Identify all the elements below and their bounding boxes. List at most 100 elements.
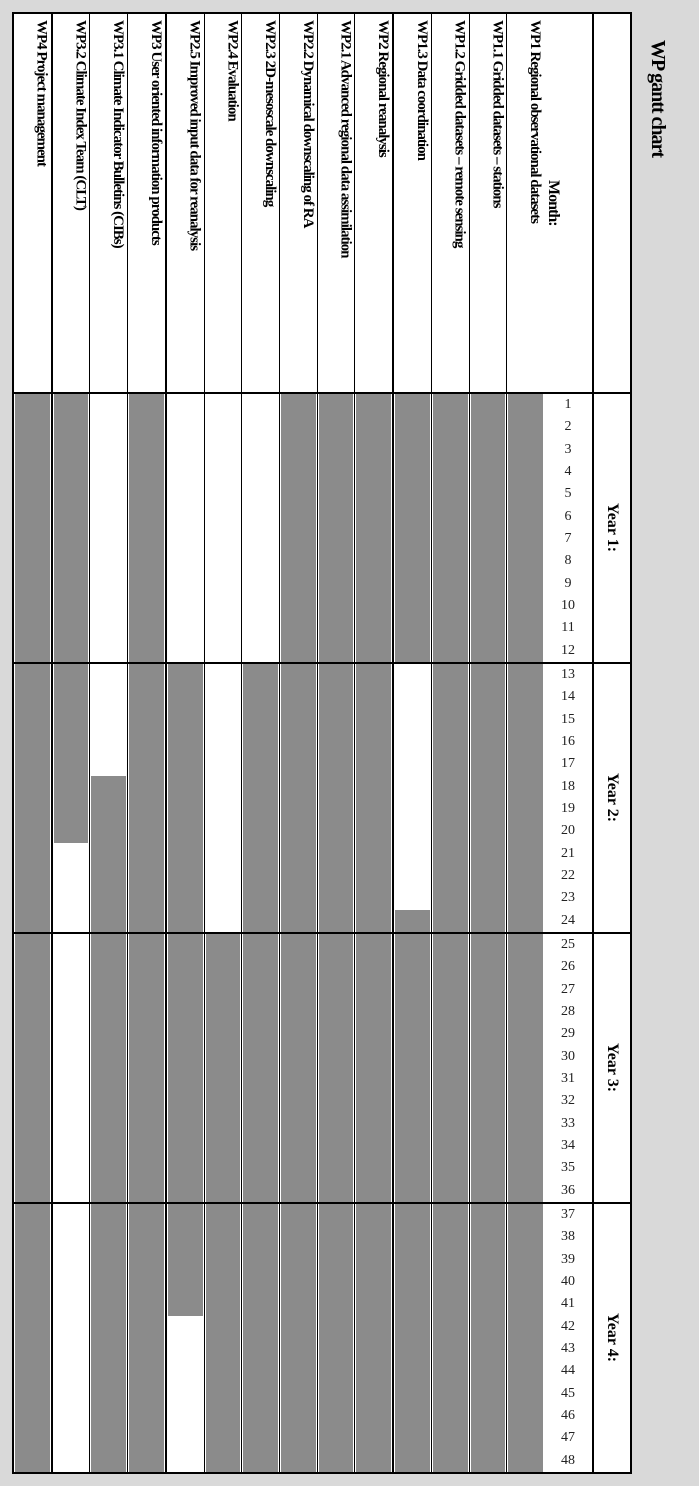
gantt-bar [129, 1204, 164, 1472]
year-label: Year 1: [594, 394, 630, 664]
gantt-bar [356, 664, 391, 932]
month-axis: Month: 123456789101112131415161718192021… [544, 14, 594, 1472]
gantt-bar [356, 934, 391, 1202]
month-number: 20 [544, 820, 592, 842]
gantt-bar [129, 394, 164, 662]
gantt-bar [319, 1204, 354, 1472]
task-label: WP3 User oriented information products [128, 14, 165, 394]
month-axis-label: Month: [544, 14, 562, 392]
gantt-bar [319, 934, 354, 1202]
gantt-bar [508, 934, 543, 1202]
task-label: WP1.3 Data coordination [394, 14, 431, 394]
task-column-wp11: WP1.1 Gridded datasets – stations [470, 14, 508, 1472]
task-label: WP3.2 Climate Index Team (CLT) [53, 14, 90, 394]
month-number: 9 [544, 573, 592, 595]
gantt-bar [15, 394, 50, 662]
gantt-bar [471, 664, 506, 932]
month-number: 8 [544, 550, 592, 572]
year-label: Year 3: [594, 934, 630, 1204]
month-number: 5 [544, 483, 592, 505]
gantt-bar [15, 664, 50, 932]
month-number: 13 [544, 664, 592, 686]
gantt-bar [129, 934, 164, 1202]
month-number: 6 [544, 506, 592, 528]
task-label: WP1.2 Gridded datasets – remote sensing [432, 14, 469, 394]
gantt-bar [15, 934, 50, 1202]
month-number: 14 [544, 686, 592, 708]
month-number: 15 [544, 709, 592, 731]
month-number: 37 [544, 1204, 592, 1226]
task-label: WP2.5 Improved input data for reanalysis [167, 14, 204, 394]
gantt-bar [15, 1204, 50, 1472]
gantt-bar [433, 1204, 468, 1472]
task-label: WP2.4 Evaluation [205, 14, 242, 394]
gantt-bar [243, 664, 278, 932]
task-column-wp21: WP2.1 Advanced regional data assimilatio… [318, 14, 356, 1472]
gantt-bar [91, 776, 126, 932]
gantt-bar [508, 1204, 543, 1472]
month-number: 34 [544, 1135, 592, 1157]
gantt-bar [508, 394, 543, 662]
gantt-bar [433, 394, 468, 662]
gantt-bar [243, 1204, 278, 1472]
task-column-wp23: WP2.3 2D-mesoscale downscaling [242, 14, 280, 1472]
gantt-bar [168, 664, 203, 932]
gantt-bar [508, 664, 543, 932]
month-number: 46 [544, 1405, 592, 1427]
task-column-wp22: WP2.2 Dynamical downscaling of RA [280, 14, 318, 1472]
task-column-wp3: WP3 User oriented information products [128, 14, 167, 1472]
gantt-bar [395, 934, 430, 1202]
month-number: 38 [544, 1226, 592, 1248]
task-column-wp12: WP1.2 Gridded datasets – remote sensing [432, 14, 470, 1472]
task-column-wp4: WP4 Project management [14, 14, 53, 1472]
month-number: 7 [544, 528, 592, 550]
task-label: WP2.2 Dynamical downscaling of RA [280, 14, 317, 394]
month-number: 42 [544, 1316, 592, 1338]
gantt-bar [433, 664, 468, 932]
month-number: 43 [544, 1338, 592, 1360]
gantt-bar [168, 1204, 203, 1316]
year-label: Year 2: [594, 664, 630, 934]
month-number: 16 [544, 731, 592, 753]
month-number: 30 [544, 1046, 592, 1068]
task-column-wp31: WP3.1 Climate Indicator Bulletins (CIBs) [90, 14, 128, 1472]
task-label: WP2.1 Advanced regional data assimilatio… [318, 14, 355, 394]
gantt-bar [129, 664, 164, 932]
month-number: 40 [544, 1271, 592, 1293]
month-number: 4 [544, 461, 592, 483]
month-number: 1 [544, 394, 592, 416]
month-number: 24 [544, 910, 592, 932]
gantt-bar [356, 1204, 391, 1472]
month-number: 19 [544, 798, 592, 820]
gantt-bar [471, 934, 506, 1202]
gantt-bar [91, 1204, 126, 1472]
gantt-bar [206, 1204, 241, 1472]
month-number: 17 [544, 753, 592, 775]
gantt-bar [168, 934, 203, 1202]
task-column-wp24: WP2.4 Evaluation [205, 14, 243, 1472]
month-number: 47 [544, 1427, 592, 1449]
month-number: 12 [544, 640, 592, 662]
month-number: 33 [544, 1113, 592, 1135]
gantt-bar [319, 664, 354, 932]
month-number: 41 [544, 1293, 592, 1315]
month-number: 2 [544, 416, 592, 438]
gantt-bar [54, 394, 89, 662]
month-number: 10 [544, 595, 592, 617]
gantt-bar [471, 1204, 506, 1472]
month-number: 27 [544, 979, 592, 1001]
gantt-bar [471, 394, 506, 662]
month-number: 39 [544, 1249, 592, 1271]
month-number: 18 [544, 776, 592, 798]
gantt-bar [206, 934, 241, 1202]
gantt-bar [91, 934, 126, 1202]
gantt-bar [356, 394, 391, 662]
month-number: 32 [544, 1090, 592, 1112]
gantt-bar [243, 934, 278, 1202]
year-axis: Year 1:Year 2:Year 3:Year 4: [594, 14, 630, 1472]
month-number: 48 [544, 1450, 592, 1472]
chart-title: WP gantt chart [646, 40, 669, 157]
task-label: WP1 Regional observational datasets [507, 14, 544, 394]
task-label: WP1.1 Gridded datasets – stations [470, 14, 507, 394]
month-number: 36 [544, 1180, 592, 1202]
